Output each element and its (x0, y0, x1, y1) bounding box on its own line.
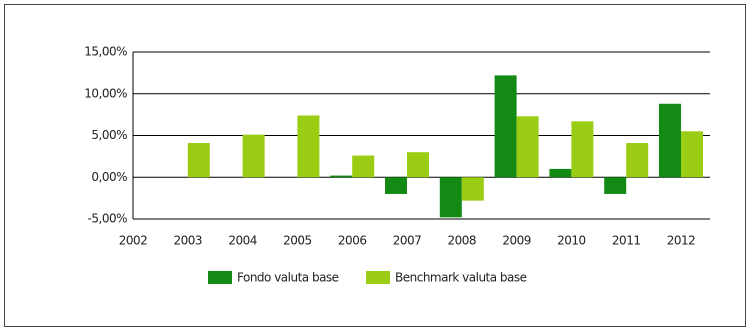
x-tick-label: 2007 (393, 234, 422, 248)
bar (330, 175, 353, 178)
y-tick-label: 5,00% (91, 128, 127, 142)
x-tick-label: 2009 (502, 234, 531, 248)
bar (297, 115, 320, 178)
y-tick-label: 15,00% (84, 45, 127, 59)
bar (385, 177, 407, 194)
bar (187, 143, 210, 178)
x-tick-label: 2011 (612, 234, 641, 248)
bar (571, 121, 594, 178)
bar (242, 134, 265, 178)
bar (681, 131, 703, 178)
bar (439, 177, 462, 218)
legend-swatch (208, 271, 232, 284)
legend-label: Fondo valuta base (237, 271, 339, 285)
x-tick-label: 2010 (557, 234, 586, 248)
x-tick-label: 2003 (174, 234, 203, 248)
bar (604, 177, 627, 194)
y-tick-label: -5,00% (88, 212, 128, 226)
bar (461, 177, 484, 201)
x-tick-label: 2008 (448, 234, 477, 248)
x-tick-label: 2012 (667, 234, 696, 248)
bar (407, 152, 429, 178)
legend-label: Benchmark valuta base (395, 271, 527, 285)
bar (516, 116, 539, 178)
bar (659, 103, 681, 178)
x-tick-label: 2006 (338, 234, 367, 248)
bar (549, 168, 572, 178)
x-tick-label: 2005 (283, 234, 312, 248)
legend-swatch (366, 271, 390, 284)
x-tick-label: 2002 (119, 234, 148, 248)
y-tick-label: 0,00% (91, 170, 127, 184)
x-tick-label: 2004 (228, 234, 257, 248)
bar (494, 75, 517, 178)
bar (352, 155, 375, 178)
y-tick-label: 10,00% (84, 86, 127, 100)
bar (626, 143, 649, 178)
